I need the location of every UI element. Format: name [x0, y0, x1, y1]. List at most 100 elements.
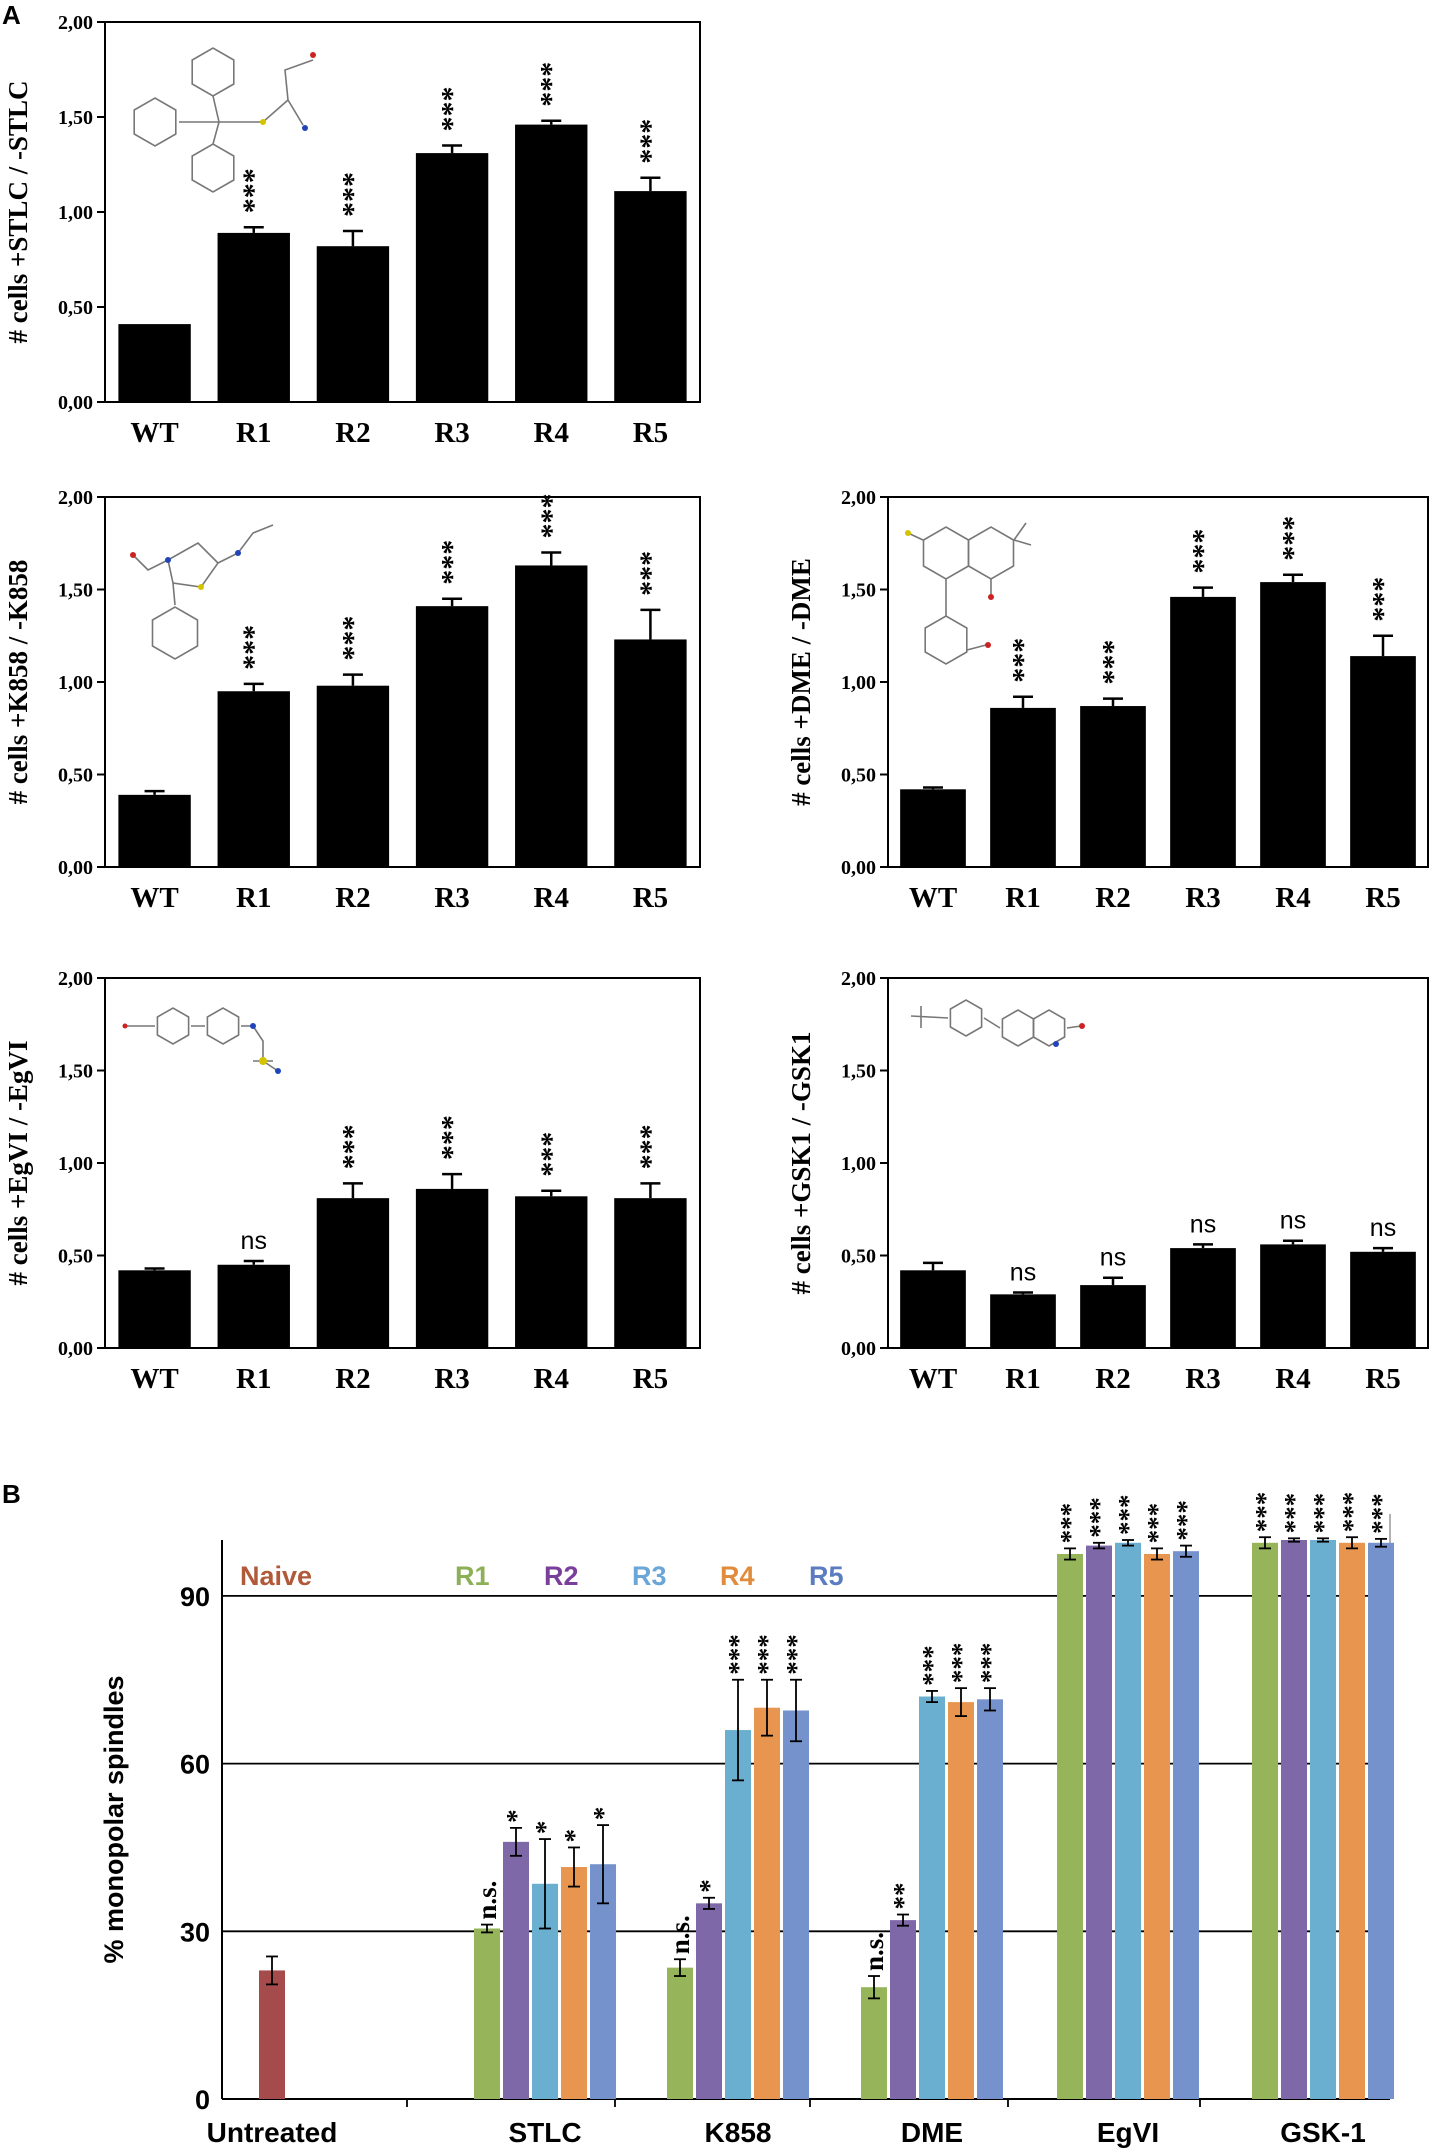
bar-wt: [118, 324, 191, 402]
significance-label: ***: [752, 1634, 782, 1675]
significance-label: ***: [1250, 1492, 1280, 1533]
bar-r1: [217, 1264, 290, 1348]
significance-label: ***: [1113, 1495, 1143, 1536]
significance-label: ***: [1277, 516, 1310, 561]
bar-r4: [561, 1867, 587, 2099]
chart-k858: 0,00 0,50 1,00 1,50 2,00 # cells +K858 / -K85…: [3, 487, 701, 914]
significance-label: ***: [336, 616, 369, 661]
y-tick-label: 2,00: [58, 12, 93, 34]
category-label: R4: [1275, 882, 1310, 914]
legend-r2: R2: [544, 1561, 579, 1591]
legend-r5: R5: [809, 1561, 844, 1591]
bar-r3: [919, 1696, 945, 2099]
significance-label: ***: [634, 551, 667, 596]
significance-label: ***: [1171, 1500, 1201, 1541]
significance-label: ***: [1187, 529, 1220, 574]
category-label: WT: [909, 1363, 957, 1395]
stlc-structure: [133, 47, 316, 193]
y-tick-label: 1,50: [58, 1061, 93, 1083]
y-tick-label: 90: [180, 1582, 210, 1612]
bar-r4: [515, 124, 588, 402]
bar-r3: [415, 1188, 489, 1348]
bar-r2: [696, 1903, 722, 2099]
bar-r1: [990, 707, 1056, 867]
gsk1-structure: [910, 999, 1085, 1047]
bar-r2: [316, 685, 390, 867]
bar-r2: [316, 246, 390, 402]
bar-r1: [474, 1928, 500, 2099]
y-tick-label: 0: [195, 2085, 210, 2115]
category-label: WT: [130, 882, 178, 914]
significance-label: ***: [535, 494, 568, 539]
significance-label: ***: [237, 625, 270, 670]
panel-label-a: A: [2, 0, 21, 30]
significance-label: n.s.: [859, 1932, 889, 1971]
significance-label: ***: [634, 1124, 667, 1169]
bar-r3: [1170, 596, 1236, 867]
significance-label: ***: [946, 1643, 976, 1684]
bar-r4: [515, 1196, 588, 1348]
category-label: R5: [1365, 882, 1400, 914]
significance-label: ***: [1097, 640, 1130, 685]
bar-r4: [1144, 1553, 1170, 2099]
y-tick-label: 1,00: [58, 202, 93, 224]
category-label: STLC: [508, 2117, 581, 2148]
y-axis-label: % monopolar spindles: [99, 1675, 129, 1963]
bar-r5: [614, 639, 687, 867]
category-label: R2: [335, 417, 370, 449]
y-axis-label: # cells +STLC / -STLC: [3, 81, 33, 344]
bar-r1: [1252, 1542, 1278, 2099]
bar-r4: [1339, 1542, 1365, 2099]
significance-label: ***: [1084, 1497, 1114, 1538]
significance-label: ***: [1308, 1493, 1338, 1534]
y-tick-label: 2,00: [841, 487, 876, 509]
significance-label: ***: [336, 172, 369, 217]
y-tick-label: 1,50: [841, 580, 876, 602]
category-label: EgVI: [1097, 2117, 1159, 2148]
group-stlc: n.s.****: [472, 1807, 618, 2099]
bar-r5: [614, 1198, 687, 1348]
bar-r3: [1170, 1248, 1236, 1348]
group-egvi: *** *** *** *** ***: [1055, 1495, 1201, 2099]
significance-label: n.s.: [472, 1881, 502, 1920]
y-tick-label: 1,00: [841, 672, 876, 694]
bar-r5: [1173, 1551, 1199, 2099]
significance-label: *: [530, 1821, 560, 1835]
y-axis-label: # cells +DME / -DME: [786, 558, 816, 806]
bar-wt: [118, 1270, 191, 1348]
significance-label: ns: [1010, 1259, 1036, 1287]
category-label: R1: [236, 882, 271, 914]
y-tick-label: 0,50: [841, 1246, 876, 1268]
category-label: WT: [130, 417, 178, 449]
bar-r3: [415, 153, 489, 402]
bar-r3: [1115, 1542, 1141, 2099]
category-label: R5: [1365, 1363, 1400, 1395]
y-tick-label: 0,00: [58, 392, 93, 414]
category-label: R1: [236, 1363, 271, 1395]
bar-r5: [1368, 1542, 1394, 2099]
y-tick-label: 0,50: [58, 1246, 93, 1268]
category-label: R3: [434, 882, 469, 914]
category-label: R3: [1185, 882, 1220, 914]
bar-r1: [217, 691, 290, 867]
significance-label: ***: [1055, 1503, 1085, 1544]
category-label: R4: [534, 882, 569, 914]
k858-structure: [130, 524, 274, 660]
category-label: R1: [1005, 1363, 1040, 1395]
significance-label: ***: [781, 1634, 811, 1675]
significance-label: ns: [241, 1227, 267, 1255]
bar-r1: [667, 1967, 693, 2099]
bar-r2: [1080, 1285, 1146, 1348]
significance-label: ***: [723, 1634, 753, 1675]
significance-label: ***: [436, 1115, 469, 1160]
category-label: R2: [1095, 882, 1130, 914]
legend-r1: R1: [455, 1561, 490, 1591]
category-label: R5: [633, 1363, 668, 1395]
significance-label: ***: [237, 168, 270, 213]
significance-label: ns: [1190, 1210, 1216, 1238]
y-axis-label: # cells +K858 / -K858: [3, 560, 33, 805]
y-tick-label: 0,50: [58, 297, 93, 319]
bar-r4: [754, 1707, 780, 2099]
y-tick-label: 1,50: [841, 1061, 876, 1083]
